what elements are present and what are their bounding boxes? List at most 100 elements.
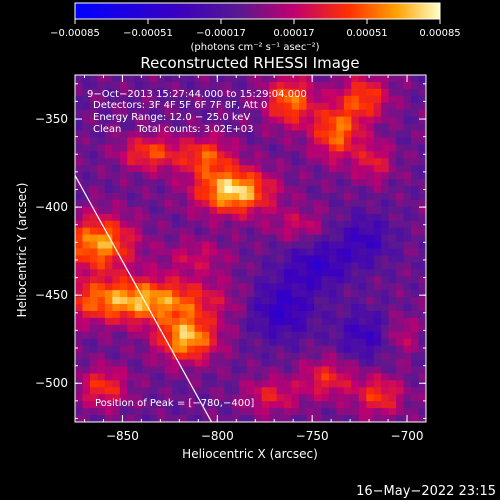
heatmap-cell [276, 213, 285, 222]
heatmap-cell [261, 401, 270, 409]
heatmap-cell [216, 310, 225, 319]
heatmap-cell [134, 345, 143, 353]
heatmap-cell [75, 158, 83, 166]
heatmap-cell [291, 123, 300, 131]
x-axis-label: Heliocentric X (arcsec) [182, 447, 318, 461]
heatmap-cell [261, 283, 270, 291]
heatmap-cell [343, 401, 352, 409]
heatmap-cell [358, 297, 367, 305]
heatmap-cell [157, 359, 166, 367]
heatmap-cell [239, 123, 248, 131]
heatmap-cell [373, 165, 382, 173]
heatmap-cell [366, 310, 375, 319]
x-tick-label: −800 [201, 429, 234, 443]
heatmap-cell [343, 324, 352, 333]
heatmap-cell [388, 408, 397, 416]
heatmap-cell [351, 373, 360, 381]
heatmap-cell [291, 144, 300, 152]
heatmap-cell [366, 151, 375, 159]
heatmap-cell [82, 290, 91, 298]
heatmap-cell [328, 394, 337, 402]
heatmap-cell [149, 366, 158, 374]
heatmap-cell [157, 144, 166, 152]
heatmap-cell [179, 401, 188, 409]
heatmap-cell [381, 331, 390, 340]
heatmap-cell [336, 137, 345, 145]
heatmap-cell [172, 373, 180, 381]
heatmap-cell [373, 276, 382, 284]
heatmap-cell [164, 317, 173, 326]
heatmap-cell [112, 241, 121, 249]
heatmap-cell [179, 408, 188, 416]
heatmap-cell [112, 373, 121, 381]
heatmap-cell [239, 179, 248, 187]
heatmap-cell [224, 394, 233, 402]
heatmap-cell [134, 387, 143, 395]
heatmap-cell [366, 248, 375, 256]
heatmap-cell [396, 192, 404, 201]
heatmap-cell [89, 331, 98, 340]
heatmap-cell [276, 338, 285, 347]
heatmap-cell [313, 401, 322, 409]
heatmap-cell [104, 186, 113, 194]
heatmap-cell [187, 241, 195, 249]
heatmap-cell [366, 199, 375, 208]
heatmap-cell [306, 130, 315, 138]
heatmap-cell [119, 283, 128, 291]
heatmap-cell [291, 95, 300, 104]
heatmap-cell [239, 401, 248, 409]
heatmap-cell [358, 290, 367, 298]
heatmap-cell [306, 283, 315, 291]
heatmap-cell [127, 387, 136, 395]
heatmap-cell [254, 123, 263, 131]
heatmap-cell [119, 248, 128, 256]
heatmap-cell [313, 394, 322, 402]
heatmap-cell [172, 213, 180, 222]
heatmap-cell [418, 123, 426, 131]
heatmap-cell [224, 151, 233, 159]
heatmap-cell [381, 401, 390, 409]
heatmap-cell [366, 227, 375, 236]
heatmap-cell [112, 227, 121, 236]
heatmap-cell [224, 304, 233, 312]
heatmap-cell [127, 151, 136, 159]
heatmap-cell [172, 109, 180, 118]
heatmap-cell [381, 165, 390, 173]
heatmap-cell [291, 248, 300, 256]
heatmap-cell [418, 269, 426, 277]
heatmap-cell [276, 220, 285, 229]
heatmap-cell [97, 401, 106, 409]
heatmap-cell [313, 283, 322, 291]
heatmap-cell [388, 109, 397, 118]
heatmap-cell [187, 310, 195, 319]
heatmap-cell [388, 88, 397, 97]
heatmap-cell [187, 283, 195, 291]
heatmap-cell [254, 109, 263, 118]
heatmap-cell [291, 255, 300, 263]
heatmap-cell [231, 158, 240, 166]
heatmap-cell [373, 283, 382, 291]
heatmap-cell [224, 366, 233, 374]
heatmap-cell [112, 338, 121, 347]
heatmap-cell [119, 262, 128, 270]
heatmap-cell [261, 95, 270, 104]
heatmap-cell [112, 102, 121, 111]
heatmap-cell [343, 123, 352, 131]
heatmap-cell [127, 186, 136, 194]
heatmap-cell [411, 373, 419, 381]
heatmap-cell [134, 123, 143, 131]
heatmap-cell [373, 255, 382, 263]
heatmap-cell [127, 75, 136, 83]
heatmap-cell [336, 415, 345, 422]
heatmap-cell [276, 297, 285, 305]
heatmap-cell [299, 262, 307, 270]
heatmap-cell [231, 75, 240, 83]
heatmap-cell [75, 387, 83, 395]
heatmap-cell [254, 324, 263, 333]
heatmap-cell [216, 373, 225, 381]
heatmap-cell [97, 109, 106, 118]
heatmap-cell [157, 408, 166, 416]
heatmap-cell [328, 269, 337, 277]
heatmap-cell [82, 109, 91, 118]
heatmap-cell [164, 137, 173, 145]
